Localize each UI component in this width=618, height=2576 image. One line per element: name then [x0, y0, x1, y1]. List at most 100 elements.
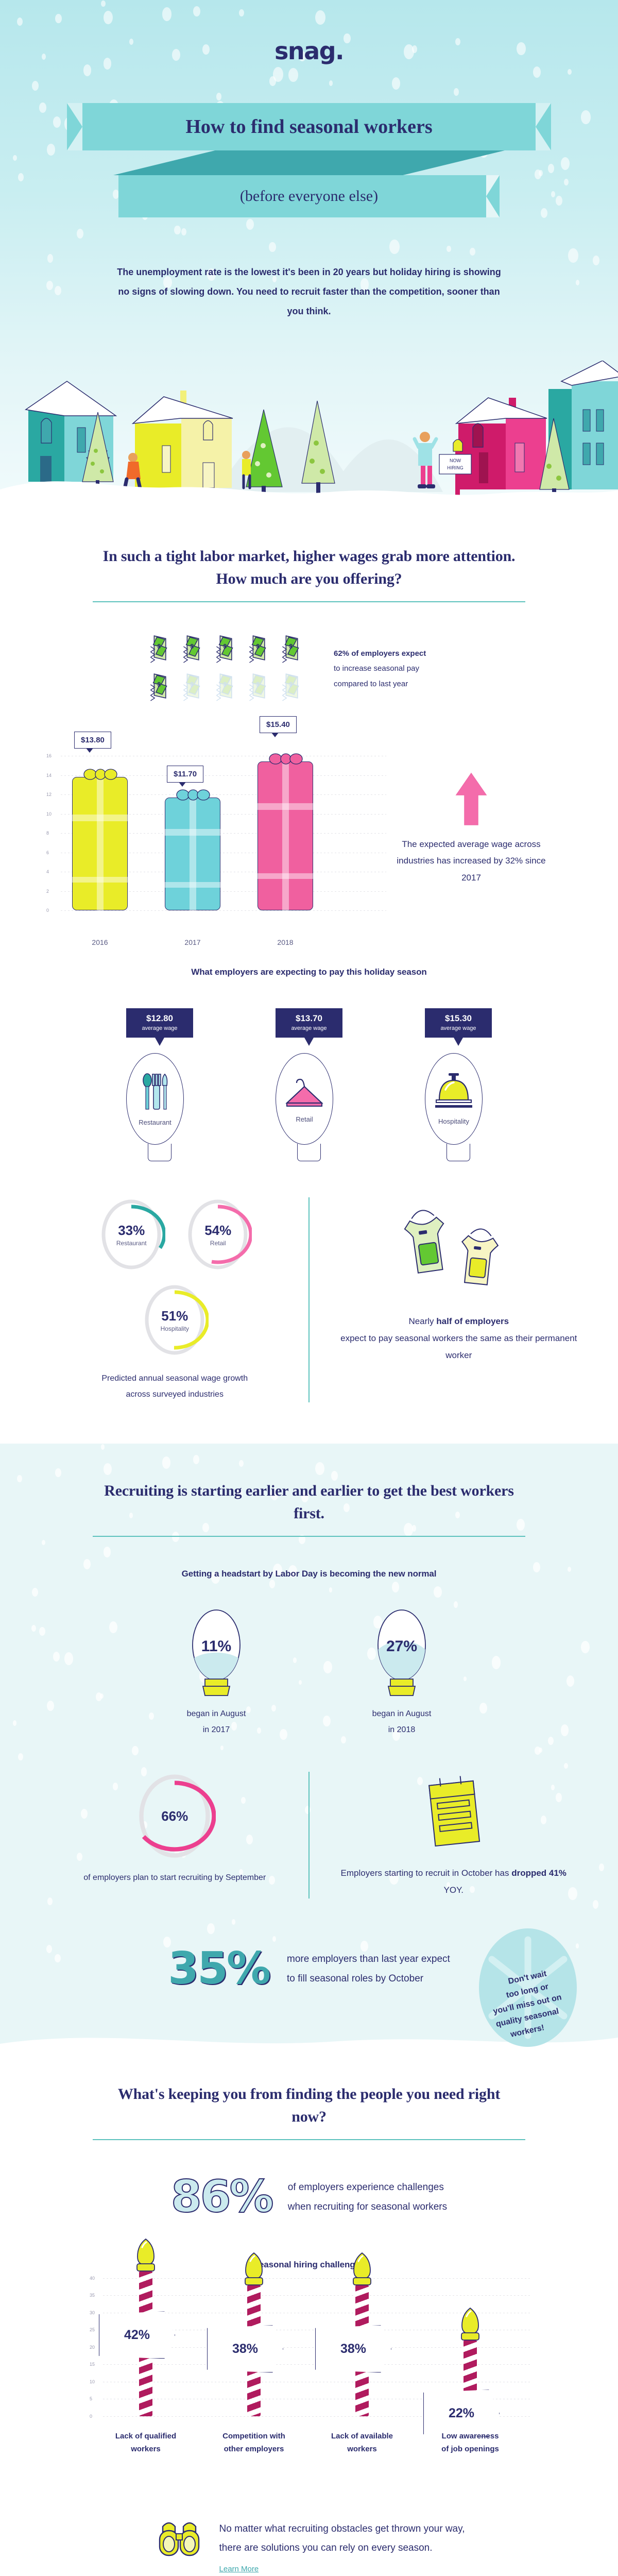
divider-rule-3 [93, 2139, 525, 2141]
wage-amount: $13.70 [296, 1013, 322, 1023]
wage-bar-chart: 0 2 4 6 8 10 12 14 16 $13.80 2016 $11.70 2017 $15.40 2… [0, 716, 618, 946]
gift-bow [176, 789, 210, 801]
snowglobe-icon: 27% [377, 1609, 426, 1697]
challenges-text-2: when recruiting for seasonal workers [287, 2201, 448, 2212]
ornament-cap [148, 1144, 171, 1161]
donut-label: Retail [210, 1239, 226, 1247]
svg-text:$: $ [289, 681, 293, 688]
hero-intro-wrap: The unemployment rate is the lowest it's… [0, 263, 618, 321]
hero-intro-text: The unemployment rate is the lowest it's… [117, 267, 501, 316]
title-ribbon-group: How to find seasonal workers (before eve… [0, 103, 618, 217]
industry-ornament: Restaurant [126, 1053, 184, 1145]
obstacles-note: No matter what recruiting obstacles get … [219, 2519, 465, 2574]
wage-label: average wage [291, 1025, 327, 1031]
hiring-challenges-chart-title: Seasonal hiring challenges [253, 2259, 365, 2269]
divider-rule-2 [93, 1536, 525, 1537]
challenges-section: What's keeping you from finding the peop… [0, 2057, 618, 2576]
wage-card: $12.80 average wage Restaurant [126, 1008, 193, 1161]
x-axis-label: Lack of available workers [331, 2431, 393, 2454]
x-axis-label: Lack of qualified workers [115, 2431, 177, 2454]
gift-bow [83, 769, 117, 780]
gift-bar [165, 797, 220, 910]
snowglobe: 11% began in August in 2017 [185, 1608, 247, 1738]
candle-value-tag: 42% [99, 2311, 175, 2359]
snowglobe-icon: 11% [192, 1609, 241, 1697]
svg-text:$: $ [190, 681, 194, 688]
donut-group: 33% Restaurant 54% Retail 51% Hospitality Pr… [41, 1197, 308, 1402]
snowglobe-caption: began in August in 2017 [185, 1706, 247, 1738]
snow-dot [246, 218, 254, 230]
snowglobe: 27% began in August in 2018 [371, 1608, 433, 1738]
money-bill-icon: $ [282, 635, 299, 663]
money-stat-line2: to increase seasonal pay [334, 664, 419, 673]
money-bill-icon: $ [282, 673, 299, 701]
tree-3 [301, 400, 335, 496]
y-axis-tick: 20 [90, 2344, 95, 2350]
clipboard-bold: dropped 41% [511, 1868, 566, 1878]
money-bill-icon: $ [216, 635, 233, 663]
challenges-stat-row: 86% of employers experience challenges w… [0, 2174, 618, 2219]
donut-percent: 51% [161, 1308, 188, 1324]
donut-label: Hospitality [160, 1325, 189, 1332]
snow-dot [453, 88, 459, 96]
snow-dot [31, 80, 39, 91]
candle-value-tag: 38% [207, 2325, 283, 2373]
learn-more-link[interactable]: Learn More [219, 2564, 259, 2573]
industry-ornament: Retail [276, 1053, 333, 1145]
apron-caption: Nearly half of employers expect to pay s… [340, 1313, 577, 1364]
donut-value-group: 33% Restaurant [97, 1197, 165, 1272]
y-axis-tick: 10 [90, 2379, 95, 2384]
wage-label: average wage [142, 1025, 178, 1031]
snow-dot [100, 0, 106, 7]
y-axis-tick: 12 [46, 792, 52, 797]
bar-value-label: $11.70 [167, 765, 204, 787]
y-axis-tick: 0 [46, 908, 49, 913]
obstacles-note-line1: No matter what recruiting obstacles get … [219, 2523, 465, 2534]
snow-dot [329, 80, 333, 86]
gift-ribbon-vertical [282, 761, 289, 910]
cutlery-icon [143, 1073, 168, 1110]
vertical-divider [308, 1197, 310, 1403]
recruiting-section: Recruiting is starting earlier and earli… [0, 1444, 618, 2058]
subtitle-ribbon: (before everyone else) [118, 175, 500, 217]
snowglobe-line1: began in August [186, 1709, 246, 1719]
october-text-1: more employers than last year expect [287, 1954, 450, 1965]
aprons-icon [404, 1210, 499, 1285]
donut-chart: 51% Hospitality [140, 1283, 210, 1357]
snow-dot [269, 242, 276, 252]
industry-name: Retail [296, 1115, 313, 1123]
clipboard-caption: Employers starting to recruit in October… [330, 1865, 577, 1899]
up-arrow-icon [455, 772, 487, 825]
svg-text:$: $ [223, 642, 227, 650]
hanger-icon [285, 1078, 323, 1107]
gift-bar [72, 777, 128, 910]
clipboard-icon [428, 1776, 480, 1847]
wage-arrow-note-group: The expected average wage across industr… [386, 740, 556, 886]
wage-cards-row: $12.80 average wage Restaurant $13.70 averag… [0, 1008, 618, 1161]
candle-flame-icon [245, 2252, 263, 2286]
village-illustration: NOW HIRING [0, 361, 618, 515]
snow-dot [568, 69, 572, 75]
gridline [61, 910, 386, 911]
binoculars-icon [159, 2522, 199, 2556]
wage-card: $15.30 average wage Hospitality [425, 1008, 492, 1161]
house-yellow [131, 391, 233, 488]
donut-label: Restaurant [116, 1239, 147, 1247]
house-pink [455, 397, 547, 489]
x-axis-label: 2016 [92, 938, 108, 946]
wage-amount: $12.80 [146, 1013, 173, 1023]
september-donut-group: 66% of employers plan to start recruitin… [41, 1772, 308, 1899]
gridline [61, 775, 386, 776]
money-stat-highlight: 62% of employers expect [334, 649, 426, 658]
wage-tag: $12.80 average wage [126, 1008, 193, 1046]
gift-bow [269, 753, 303, 765]
gridline [61, 891, 386, 892]
snow-dot [181, 228, 187, 236]
money-bill-icon: $ [150, 673, 167, 701]
apron-caption-pre: Nearly [408, 1316, 437, 1326]
donut-chart: 66% [133, 1772, 216, 1860]
y-axis-tick: 10 [46, 811, 52, 817]
svg-text:NOW: NOW [450, 458, 461, 463]
svg-text:$: $ [157, 681, 161, 688]
money-stat-text: 62% of employers expect to increase seas… [334, 646, 473, 691]
